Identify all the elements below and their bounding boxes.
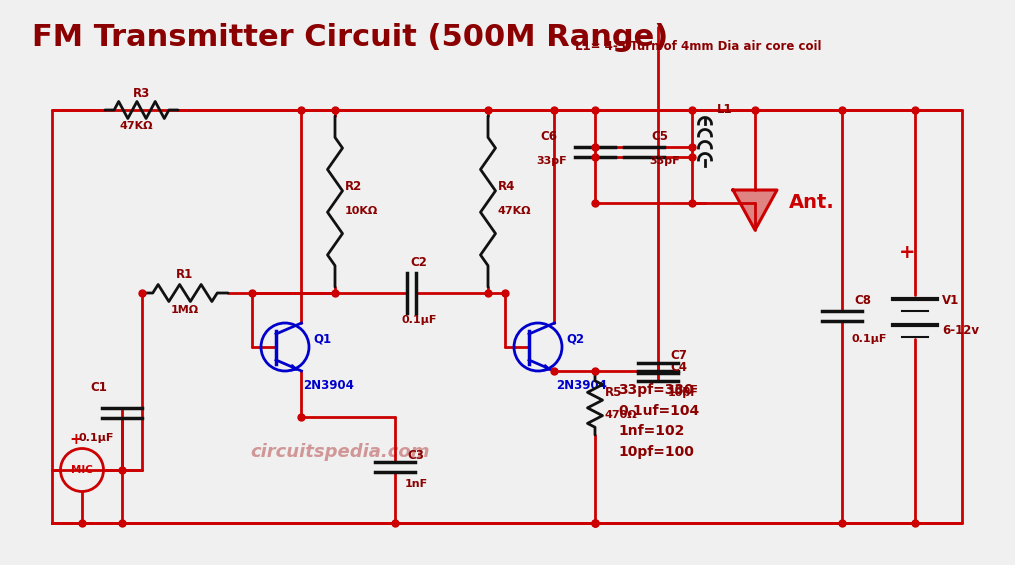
Text: 1MΩ: 1MΩ — [171, 305, 199, 315]
Text: 6-12v: 6-12v — [942, 324, 979, 337]
Text: 33pf=330
0.1uf=104
1nf=102
10pf=100: 33pf=330 0.1uf=104 1nf=102 10pf=100 — [618, 383, 699, 459]
Text: 10pF: 10pF — [668, 388, 698, 398]
Text: R5: R5 — [605, 386, 622, 399]
Text: 2N3904: 2N3904 — [556, 379, 607, 392]
Text: 33pF: 33pF — [536, 157, 567, 167]
Text: 0.1μF: 0.1μF — [78, 433, 114, 443]
Text: +: + — [898, 244, 916, 263]
Text: 2N3904: 2N3904 — [303, 379, 354, 392]
Text: R4: R4 — [498, 180, 516, 193]
Text: Ant.: Ant. — [789, 193, 834, 211]
Text: C1: C1 — [90, 381, 107, 394]
Text: MIC: MIC — [71, 465, 93, 475]
Text: R1: R1 — [177, 268, 194, 281]
Text: 0.1μF: 0.1μF — [852, 334, 887, 345]
Text: C4: C4 — [670, 361, 687, 374]
Text: 10KΩ: 10KΩ — [345, 206, 379, 215]
Text: 10pF: 10pF — [668, 385, 698, 395]
Text: 33pF: 33pF — [650, 157, 680, 167]
Polygon shape — [733, 190, 777, 230]
Text: L1= 4-5 Turn of 4mm Dia air core coil: L1= 4-5 Turn of 4mm Dia air core coil — [576, 40, 821, 53]
Text: 0.1μF: 0.1μF — [402, 315, 436, 325]
Text: 1nF: 1nF — [405, 479, 428, 489]
Text: Q1: Q1 — [313, 332, 331, 345]
Text: L1: L1 — [717, 103, 733, 116]
Text: C5: C5 — [652, 129, 669, 142]
Text: R2: R2 — [345, 180, 362, 193]
Text: C7: C7 — [670, 349, 687, 362]
Text: FM Transmitter Circuit (500M Range): FM Transmitter Circuit (500M Range) — [32, 23, 668, 52]
Text: C6: C6 — [540, 129, 557, 142]
Text: 470Ω: 470Ω — [605, 410, 637, 420]
Text: Q2: Q2 — [566, 332, 584, 345]
Text: circuitspedia.com: circuitspedia.com — [251, 443, 429, 461]
Text: V1: V1 — [942, 294, 959, 307]
Text: C3: C3 — [407, 449, 424, 462]
Text: 47KΩ: 47KΩ — [120, 121, 153, 131]
Text: C8: C8 — [854, 294, 871, 307]
Text: 47KΩ: 47KΩ — [498, 206, 532, 215]
Text: R3: R3 — [133, 87, 150, 100]
Text: +: + — [70, 432, 82, 447]
Text: C2: C2 — [410, 256, 427, 269]
